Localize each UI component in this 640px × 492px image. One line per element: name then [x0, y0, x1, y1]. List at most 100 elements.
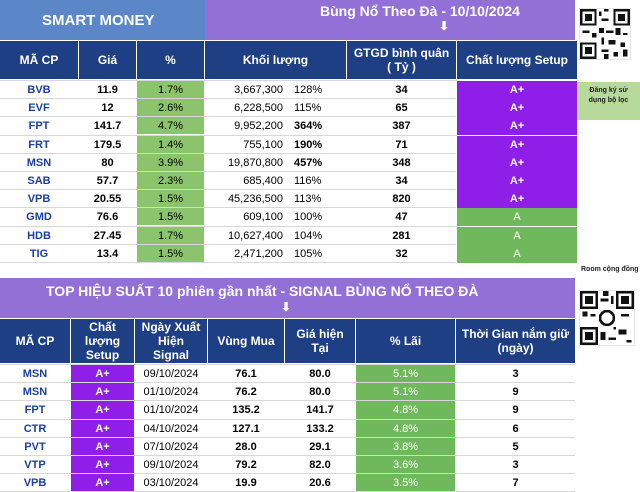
holding-days-cell: 9: [512, 385, 519, 398]
volume-ratio-cell: 190%: [294, 138, 323, 151]
volume-cell: 19,870,800: [227, 156, 283, 169]
percent-change-cell: 2.6%: [137, 99, 204, 116]
stock-code: TIG: [29, 247, 49, 260]
current-price-cell: 80.0: [309, 367, 331, 380]
row-divider: [0, 189, 456, 190]
gtgd-cell: 32: [395, 247, 408, 260]
gtgd-cell: 34: [395, 83, 408, 96]
holding-line-1: Thời Gian nắm giữ: [461, 327, 570, 341]
smart-money-label: SMART MONEY: [42, 11, 155, 29]
percent-change-cell: 1.7%: [137, 81, 204, 98]
community-room-label: Room cộng đồng: [581, 266, 639, 273]
breakout-title-banner: Bùng Nổ Theo Đà - 10/10/2024 ⬇: [205, 0, 575, 40]
col-header-percent: %: [137, 41, 204, 79]
buy-zone-cell: 19.9: [235, 476, 257, 489]
price-cell: 76.6: [96, 210, 119, 223]
stock-code: BVB: [27, 83, 51, 96]
signal-date-cell: 01/10/2024: [143, 385, 199, 398]
stock-code: HDB: [27, 229, 51, 242]
percent-change-cell: 4.7%: [137, 117, 204, 134]
row-divider: [0, 455, 575, 456]
t2-col-header-holding-time: Thời Gian nắm giữ (ngày): [456, 319, 575, 363]
qr-code-icon[interactable]: [579, 8, 631, 60]
volume-cell: 609,100: [243, 210, 283, 223]
buy-zone-cell: 127.1: [232, 422, 260, 435]
price-cell: 20.55: [93, 192, 122, 205]
price-cell: 179.5: [93, 138, 122, 151]
stock-code: GMD: [26, 210, 52, 223]
holding-days-cell: 3: [512, 458, 519, 471]
col-header-code: MÃ CP: [0, 41, 78, 79]
volume-cell: 2,471,200: [234, 247, 283, 260]
gtgd-cell: 47: [395, 210, 408, 223]
gtgd-label: GTGD bình quân: [353, 46, 450, 60]
percent-change-cell: 1.5%: [137, 245, 204, 262]
row-divider: [0, 473, 575, 474]
setup-grade-badge: A+: [71, 420, 134, 438]
row-divider: [0, 116, 456, 117]
t2-col-header-current-price: Giá hiện Tại: [285, 319, 355, 363]
down-arrow-icon: ⬇: [281, 300, 292, 314]
price-cell: 57.7: [96, 174, 119, 187]
setup-grade-badge: A+: [457, 81, 577, 99]
volume-ratio-cell: 100%: [294, 210, 323, 223]
percent-change-cell: 1.5%: [137, 190, 204, 207]
volume-ratio-cell: 128%: [294, 83, 323, 96]
volume-ratio-cell: 116%: [294, 174, 322, 187]
gtgd-cell: 348: [392, 156, 411, 169]
row-divider: [0, 437, 575, 438]
stock-code: MSN: [22, 367, 48, 380]
holding-line-2: (ngày): [497, 341, 534, 355]
setup-grade-badge: A+: [457, 117, 577, 135]
percent-change-cell: 2.3%: [137, 172, 204, 189]
setup-grade-badge: A: [457, 227, 577, 245]
col-header-setup-quality: Chất lượng Setup: [457, 41, 577, 79]
row-divider: [0, 98, 456, 99]
gain-percent-cell: 4.8%: [356, 401, 455, 419]
signal-date-cell: 09/10/2024: [143, 367, 199, 380]
gtgd-cell: 820: [392, 192, 411, 205]
buy-zone-cell: 76.2: [235, 385, 257, 398]
gtgd-cell: 34: [395, 174, 408, 187]
volume-ratio-cell: 104%: [294, 229, 323, 242]
gain-percent-cell: 3.6%: [356, 456, 455, 474]
quality-line-3: Setup: [85, 348, 120, 362]
gain-percent-cell: 3.8%: [356, 438, 455, 456]
current-price-cell: 29.1: [309, 440, 331, 453]
smart-money-title: SMART MONEY: [0, 0, 205, 40]
row-divider: [0, 419, 575, 420]
row-divider: [0, 400, 575, 401]
date-line-2: Hiện: [157, 334, 184, 348]
holding-days-cell: 6: [512, 422, 519, 435]
community-qr-code-icon[interactable]: [579, 290, 635, 346]
current-price-cell: 80.0: [309, 385, 331, 398]
price-cell: 12: [101, 101, 114, 114]
stock-code: FPT: [28, 119, 50, 132]
setup-grade-badge: A+: [71, 383, 134, 401]
date-line-3: Signal: [152, 348, 189, 362]
buy-zone-cell: 76.1: [235, 367, 257, 380]
gtgd-cell: 71: [395, 138, 408, 151]
row-divider: [0, 244, 456, 245]
setup-grade-badge: A+: [457, 154, 577, 172]
row-divider: [0, 364, 575, 365]
signal-date-cell: 09/10/2024: [143, 458, 199, 471]
t2-col-header-gain: % Lãi: [356, 319, 455, 363]
volume-cell: 6,228,500: [234, 101, 283, 114]
filter-signup-note[interactable]: Đăng ký sử dụng bộ lọc: [577, 82, 640, 120]
quality-line-1: Chất: [89, 320, 116, 334]
setup-grade-badge: A+: [71, 474, 134, 492]
top-performance-banner: TOP HIỆU SUẤT 10 phiên gần nhất - SIGNAL…: [0, 278, 575, 318]
buy-zone-cell: 28.0: [235, 440, 257, 453]
col-header-price: Giá: [79, 41, 136, 79]
volume-ratio-cell: 115%: [294, 101, 322, 114]
row-divider: [0, 80, 456, 81]
percent-change-cell: 3.9%: [137, 154, 204, 171]
volume-ratio-cell: 113%: [294, 192, 322, 205]
holding-days-cell: 9: [512, 403, 519, 416]
volume-cell: 3,667,300: [234, 83, 283, 96]
setup-grade-badge: A+: [457, 190, 577, 208]
col-header-volume: Khối lượng: [205, 41, 346, 79]
setup-grade-badge: A+: [457, 172, 577, 190]
volume-cell: 755,100: [243, 138, 283, 151]
